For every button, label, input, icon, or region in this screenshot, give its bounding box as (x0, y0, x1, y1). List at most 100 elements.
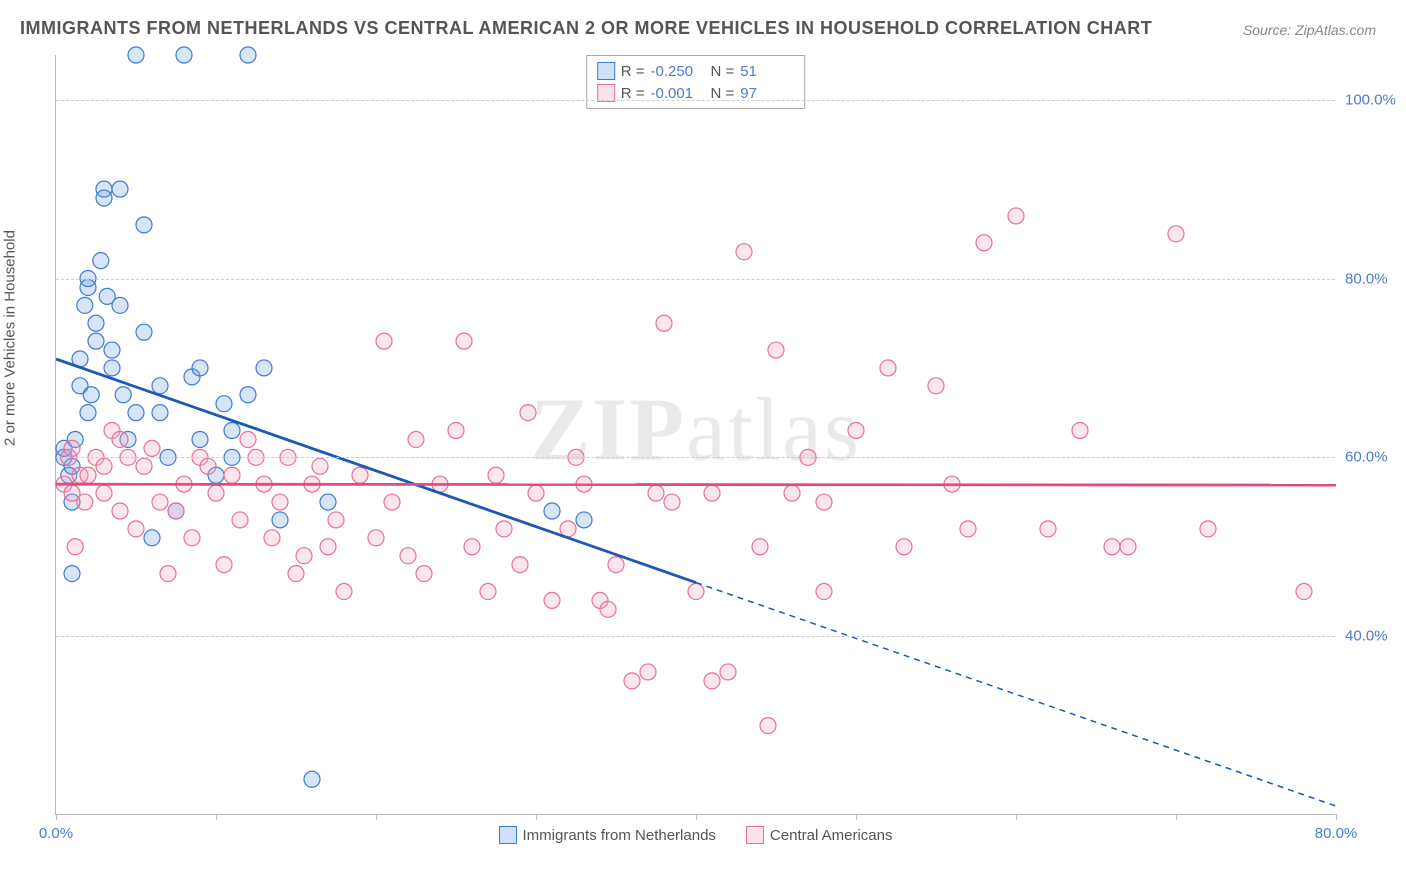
scatter-point (760, 718, 776, 734)
legend-label: Central Americans (770, 827, 893, 844)
scatter-point (1168, 226, 1184, 242)
scatter-point (368, 530, 384, 546)
gridline (56, 100, 1335, 101)
scatter-point (136, 324, 152, 340)
scatter-point (416, 566, 432, 582)
scatter-point (67, 539, 83, 555)
scatter-point (1120, 539, 1136, 555)
scatter-point (296, 548, 312, 564)
scatter-point (240, 47, 256, 63)
source-attribution: Source: ZipAtlas.com (1243, 22, 1376, 38)
scatter-point (88, 315, 104, 331)
scatter-point (624, 673, 640, 689)
scatter-point (544, 592, 560, 608)
scatter-point (128, 47, 144, 63)
scatter-point (272, 512, 288, 528)
scatter-point (688, 583, 704, 599)
scatter-point (104, 360, 120, 376)
scatter-point (544, 503, 560, 519)
scatter-point (784, 485, 800, 501)
scatter-point (1296, 583, 1312, 599)
scatter-point (192, 431, 208, 447)
scatter-point (208, 485, 224, 501)
legend-swatch (597, 62, 615, 80)
x-tick-label: 0.0% (39, 825, 73, 842)
y-axis-label: 2 or more Vehicles in Household (2, 230, 19, 446)
scatter-point (80, 467, 96, 483)
scatter-point (96, 458, 112, 474)
y-tick-label: 80.0% (1345, 270, 1406, 287)
scatter-point (384, 494, 400, 510)
legend-item: Central Americans (746, 826, 893, 844)
gridline (56, 457, 1335, 458)
trend-line-dashed (696, 583, 1336, 807)
scatter-point (104, 342, 120, 358)
scatter-point (656, 315, 672, 331)
scatter-point (896, 539, 912, 555)
scatter-point (464, 539, 480, 555)
stats-legend-box: R =-0.250N =51R =-0.001N =97 (586, 55, 806, 109)
scatter-point (83, 387, 99, 403)
scatter-point (77, 297, 93, 313)
scatter-point (488, 467, 504, 483)
plot-area: ZIPatlas R =-0.250N =51R =-0.001N =97 Im… (55, 55, 1335, 815)
scatter-point (152, 405, 168, 421)
scatter-point (312, 458, 328, 474)
x-tick-mark (216, 814, 217, 820)
y-tick-label: 100.0% (1345, 91, 1406, 108)
scatter-point (768, 342, 784, 358)
scatter-point (736, 244, 752, 260)
scatter-point (1040, 521, 1056, 537)
scatter-point (96, 190, 112, 206)
scatter-point (88, 333, 104, 349)
legend-swatch (746, 826, 764, 844)
scatter-point (400, 548, 416, 564)
scatter-point (512, 557, 528, 573)
scatter-point (112, 431, 128, 447)
stats-r-label: R = (621, 63, 645, 80)
scatter-point (752, 539, 768, 555)
scatter-point (1072, 423, 1088, 439)
scatter-point (112, 181, 128, 197)
x-tick-mark (536, 814, 537, 820)
scatter-point (168, 503, 184, 519)
scatter-point (816, 494, 832, 510)
scatter-point (328, 512, 344, 528)
scatter-point (720, 664, 736, 680)
scatter-point (240, 387, 256, 403)
scatter-point (520, 405, 536, 421)
scatter-point (112, 503, 128, 519)
legend-item: Immigrants from Netherlands (499, 826, 716, 844)
scatter-point (960, 521, 976, 537)
x-tick-mark (696, 814, 697, 820)
scatter-point (144, 440, 160, 456)
scatter-point (128, 521, 144, 537)
scatter-point (224, 423, 240, 439)
scatter-point (176, 47, 192, 63)
scatter-point (976, 235, 992, 251)
scatter-point (1104, 539, 1120, 555)
scatter-point (272, 494, 288, 510)
chart-title: IMMIGRANTS FROM NETHERLANDS VS CENTRAL A… (20, 18, 1152, 39)
trend-line (56, 359, 696, 583)
stats-row: R =-0.250N =51 (597, 60, 795, 82)
scatter-point (352, 467, 368, 483)
scatter-point (496, 521, 512, 537)
x-tick-mark (1016, 814, 1017, 820)
scatter-point (216, 396, 232, 412)
scatter-point (1200, 521, 1216, 537)
scatter-point (304, 771, 320, 787)
gridline (56, 636, 1335, 637)
scatter-point (64, 566, 80, 582)
scatter-point (704, 485, 720, 501)
stats-r-value: -0.250 (651, 63, 705, 80)
scatter-point (216, 557, 232, 573)
scatter-point (320, 494, 336, 510)
stats-n-label: N = (711, 63, 735, 80)
legend-label: Immigrants from Netherlands (523, 827, 716, 844)
scatter-point (96, 485, 112, 501)
scatter-point (184, 530, 200, 546)
scatter-point (648, 485, 664, 501)
scatter-point (240, 431, 256, 447)
scatter-point (848, 423, 864, 439)
